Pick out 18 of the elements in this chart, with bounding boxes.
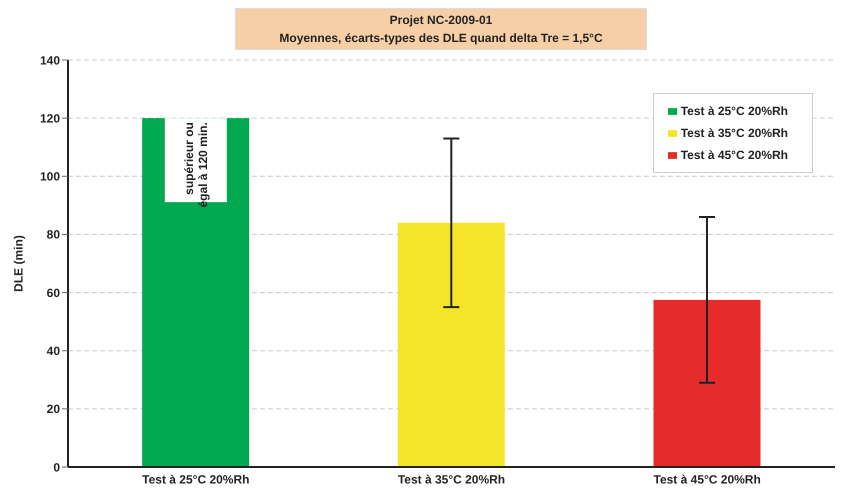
x-tick-label: Test à 45°C 20%Rh — [654, 472, 761, 487]
chart-subtitle: Moyennes, écarts-types des DLE quand delta Tre = 1,5°C — [278, 30, 604, 47]
legend-label: Test à 45°C 20%Rh — [680, 148, 788, 162]
y-tick-label: 20 — [46, 402, 60, 416]
y-axis-title: DLE (min) — [11, 235, 26, 292]
y-tick-label: 120 — [40, 111, 60, 126]
x-tick-label: Test à 35°C 20%Rh — [398, 472, 506, 487]
y-tick-label: 80 — [46, 228, 60, 242]
y-tick-label: 60 — [46, 286, 60, 300]
legend-label: Test à 35°C 20%Rh — [680, 126, 788, 140]
annotation: supérieur ou égal à 120 min. — [182, 122, 210, 208]
x-tick-label: Test à 25°C 20%Rh — [142, 472, 250, 487]
y-tick-label: 140 — [40, 53, 60, 68]
y-tick-label: 40 — [46, 344, 60, 358]
legend-label: Test à 25°C 20%Rh — [680, 104, 788, 118]
y-tick-label: 0 — [53, 460, 60, 474]
chart-title: Projet NC-2009-01 — [388, 12, 494, 29]
y-tick-label: 100 — [40, 170, 60, 184]
